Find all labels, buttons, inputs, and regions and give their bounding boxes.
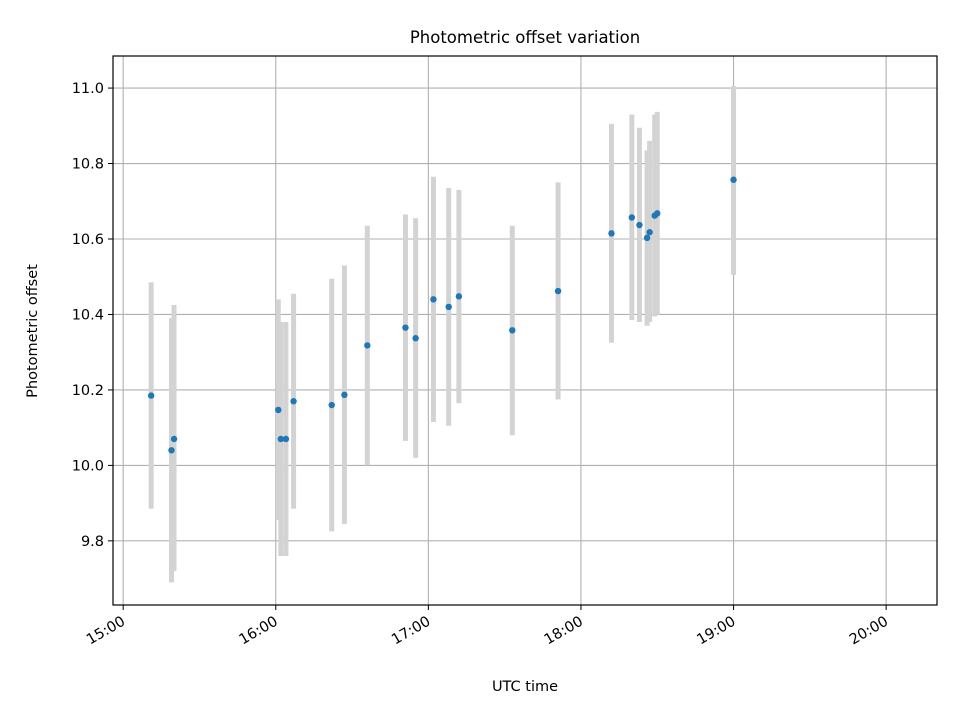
data-point (282, 435, 290, 443)
data-point (445, 303, 452, 311)
y-tick-label: 10.8 (72, 157, 104, 173)
data-point (328, 401, 335, 409)
plot-frame (112, 55, 938, 606)
y-tick-label: 10.6 (72, 232, 104, 248)
data-point (277, 435, 285, 443)
x-axis-ticks: 15:00 16:00 17:00 18:00 19:00 20:00 (84, 605, 891, 648)
x-tick-label: 16:00 (237, 614, 281, 649)
data-point (147, 392, 155, 399)
data-point (654, 210, 661, 217)
chart-title: Photometric offset variation (410, 28, 640, 47)
data-point (628, 214, 636, 221)
x-tick-label: 19:00 (694, 614, 738, 649)
data-point (430, 296, 437, 303)
y-tick-label: 10.2 (72, 383, 104, 399)
y-tick-label: 11.0 (72, 81, 104, 97)
y-axis-label: Photometric offset (25, 264, 41, 398)
data-point (170, 435, 178, 443)
data-point (554, 287, 562, 295)
data-point (341, 391, 348, 399)
x-tick-label: 15:00 (84, 614, 128, 649)
x-tick-label: 20:00 (847, 614, 891, 649)
data-point (455, 293, 463, 300)
y-tick-label: 10.4 (72, 307, 104, 323)
data-point (402, 324, 409, 331)
y-axis-ticks: 9.8 10.0 10.2 10.4 10.6 10.8 11.0 (72, 81, 113, 550)
data-point (646, 229, 653, 236)
data-point (636, 221, 643, 229)
data-point (608, 230, 615, 237)
data-point (509, 327, 516, 334)
y-tick-label: 10.0 (72, 458, 104, 474)
data-point (168, 447, 175, 454)
data-point (643, 234, 651, 242)
data-point (364, 342, 371, 349)
data-point (290, 398, 297, 405)
grid (113, 56, 937, 605)
y-tick-label: 9.8 (81, 534, 104, 550)
data-point (275, 406, 282, 414)
x-axis-label: UTC time (492, 679, 558, 695)
data-points (147, 176, 737, 454)
error-bars (148, 86, 737, 583)
x-tick-label: 18:00 (542, 614, 586, 649)
data-point (730, 176, 737, 183)
data-point (412, 335, 419, 342)
x-tick-label: 17:00 (389, 614, 433, 649)
